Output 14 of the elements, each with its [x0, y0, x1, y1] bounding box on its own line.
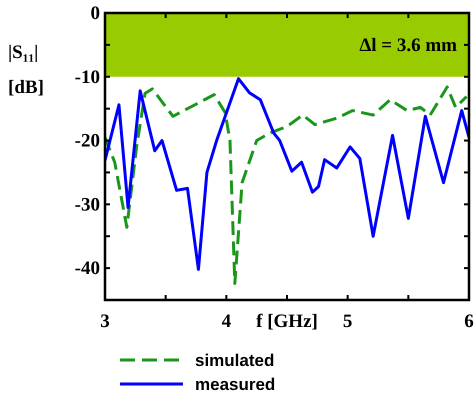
- band-label: Δl = 3.6 mm: [359, 34, 458, 56]
- y-tick-label: -40: [74, 258, 100, 280]
- legend-label: measured: [195, 375, 276, 394]
- y-tick-label: -30: [74, 194, 100, 216]
- x-tick-label: 5: [342, 311, 352, 332]
- y-tick-label: 0: [90, 3, 100, 24]
- legend-label: simulated: [195, 351, 274, 370]
- x-tick-label: 3: [100, 311, 110, 332]
- x-axis-title: f [GHz]: [256, 311, 318, 332]
- y-tick-label: -10: [74, 66, 100, 88]
- x-tick-label: 4: [222, 311, 232, 332]
- y-axis-title: |S₁₁| [dB]: [8, 42, 44, 98]
- x-tick-label: 6: [464, 311, 474, 332]
- y-tick-label: -20: [74, 130, 100, 152]
